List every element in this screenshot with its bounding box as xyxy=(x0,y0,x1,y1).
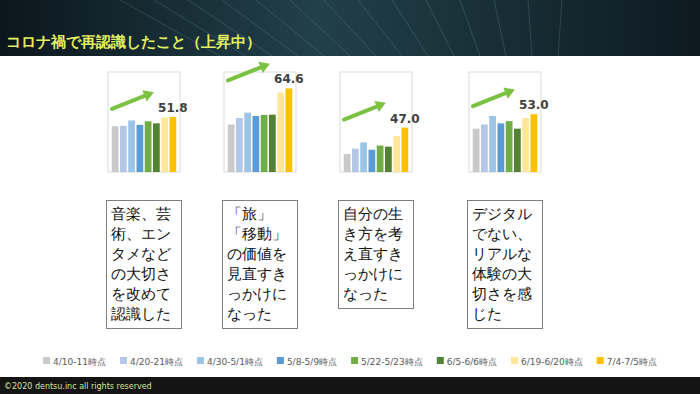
bar xyxy=(244,113,251,172)
bar xyxy=(153,123,160,172)
legend-swatch xyxy=(437,357,444,364)
bar xyxy=(489,116,496,172)
bar xyxy=(368,150,375,172)
legend-label: 4/30-5/1時点 xyxy=(207,357,263,367)
data-label: 47.0 xyxy=(390,112,420,126)
bar xyxy=(269,115,276,172)
header-line xyxy=(460,0,480,56)
bar xyxy=(401,128,408,172)
legend-swatch xyxy=(511,357,518,364)
category-label: 「旅」「移動」の価値を見直すきっかけになった xyxy=(222,200,298,329)
bar xyxy=(252,116,259,172)
legend-label: 6/19-6/20時点 xyxy=(521,357,583,367)
header-line xyxy=(392,0,428,56)
footer-band xyxy=(0,377,700,394)
data-label: 51.8 xyxy=(158,101,188,115)
header-line xyxy=(426,0,454,56)
legend-swatch xyxy=(597,357,604,364)
bar xyxy=(377,146,384,172)
header-band xyxy=(0,0,700,56)
legend-label: 4/10-11時点 xyxy=(53,357,106,367)
plot-frame xyxy=(224,72,296,172)
legend-label: 6/5-6/6時点 xyxy=(447,357,497,367)
data-label: 64.6 xyxy=(274,72,304,86)
bar xyxy=(120,126,127,172)
bar xyxy=(228,124,235,172)
bar xyxy=(112,126,119,172)
title: コロナ禍で再認識したこと（上昇中） xyxy=(6,33,261,51)
legend: 4/10-11時点 4/20-21時点 4/30-5/1時点 5/8-5/9時点 5/2… xyxy=(43,357,657,367)
bars xyxy=(473,114,538,172)
trend-arrow xyxy=(112,96,145,109)
header-line xyxy=(324,0,376,56)
bar xyxy=(514,129,521,172)
bar xyxy=(497,123,504,172)
plot-frame xyxy=(108,72,180,172)
bar xyxy=(473,129,480,172)
category-label: デジタルでない、リアルな体験の大切さを感じた xyxy=(467,200,543,329)
trend-arrow xyxy=(473,93,506,106)
bar xyxy=(145,121,152,172)
legend-swatch xyxy=(197,357,204,364)
trend-arrow-head xyxy=(142,90,154,101)
legend-swatch xyxy=(277,357,284,364)
bar xyxy=(360,142,367,172)
legend-swatch xyxy=(120,357,127,364)
legend-label: 5/8-5/9時点 xyxy=(287,357,337,367)
panel: 51.8 xyxy=(108,72,188,172)
legend-swatch xyxy=(351,357,358,364)
header-line xyxy=(528,0,532,56)
bar xyxy=(522,118,529,172)
legend-swatch xyxy=(43,357,50,364)
bar xyxy=(236,118,243,172)
data-label: 53.0 xyxy=(519,98,549,112)
bar xyxy=(128,120,135,172)
header-line xyxy=(290,0,350,56)
category-label: 音楽、芸術、エンタメなどの大切さを改めて認識した xyxy=(106,200,182,329)
bar xyxy=(506,121,513,172)
stage: コロナ禍で再認識したこと（上昇中） ©2020 dentsu.inc all ri… xyxy=(0,0,700,394)
header-line xyxy=(256,0,324,56)
bar xyxy=(481,124,488,172)
trend-arrow xyxy=(344,107,377,120)
bar xyxy=(285,88,292,172)
bars xyxy=(112,117,177,172)
panel: 53.0 xyxy=(469,72,549,172)
bar xyxy=(136,125,143,172)
header-line xyxy=(358,0,402,56)
legend-label: 5/22-5/23時点 xyxy=(361,357,423,367)
bar xyxy=(344,154,351,172)
legend-label: 4/20-21時点 xyxy=(130,357,183,367)
bar xyxy=(393,136,400,172)
bar xyxy=(352,149,359,172)
bar xyxy=(277,93,284,172)
trend-arrow-head xyxy=(258,62,270,73)
trend-arrow-head xyxy=(503,88,515,99)
bars xyxy=(228,88,293,172)
bar xyxy=(530,114,537,172)
legend-label: 7/4-7/5時点 xyxy=(607,357,657,367)
panel: 47.0 xyxy=(340,72,420,172)
bar xyxy=(385,147,392,172)
category-label: 自分の生き方を考え直すきっかけになった xyxy=(338,200,414,309)
trend-arrow-head xyxy=(374,101,386,112)
plot-frame xyxy=(469,72,541,172)
trend-arrow xyxy=(228,67,261,80)
footer: ©2020 dentsu.inc all rights reserved xyxy=(4,382,152,391)
bars xyxy=(344,128,409,172)
panel: 64.6 xyxy=(224,62,304,172)
bar xyxy=(261,115,268,172)
header-line xyxy=(494,0,506,56)
header-line xyxy=(558,0,562,56)
bar xyxy=(169,117,176,172)
chart-svg: コロナ禍で再認識したこと（上昇中） ©2020 dentsu.inc all ri… xyxy=(0,0,700,394)
bar xyxy=(161,118,168,172)
